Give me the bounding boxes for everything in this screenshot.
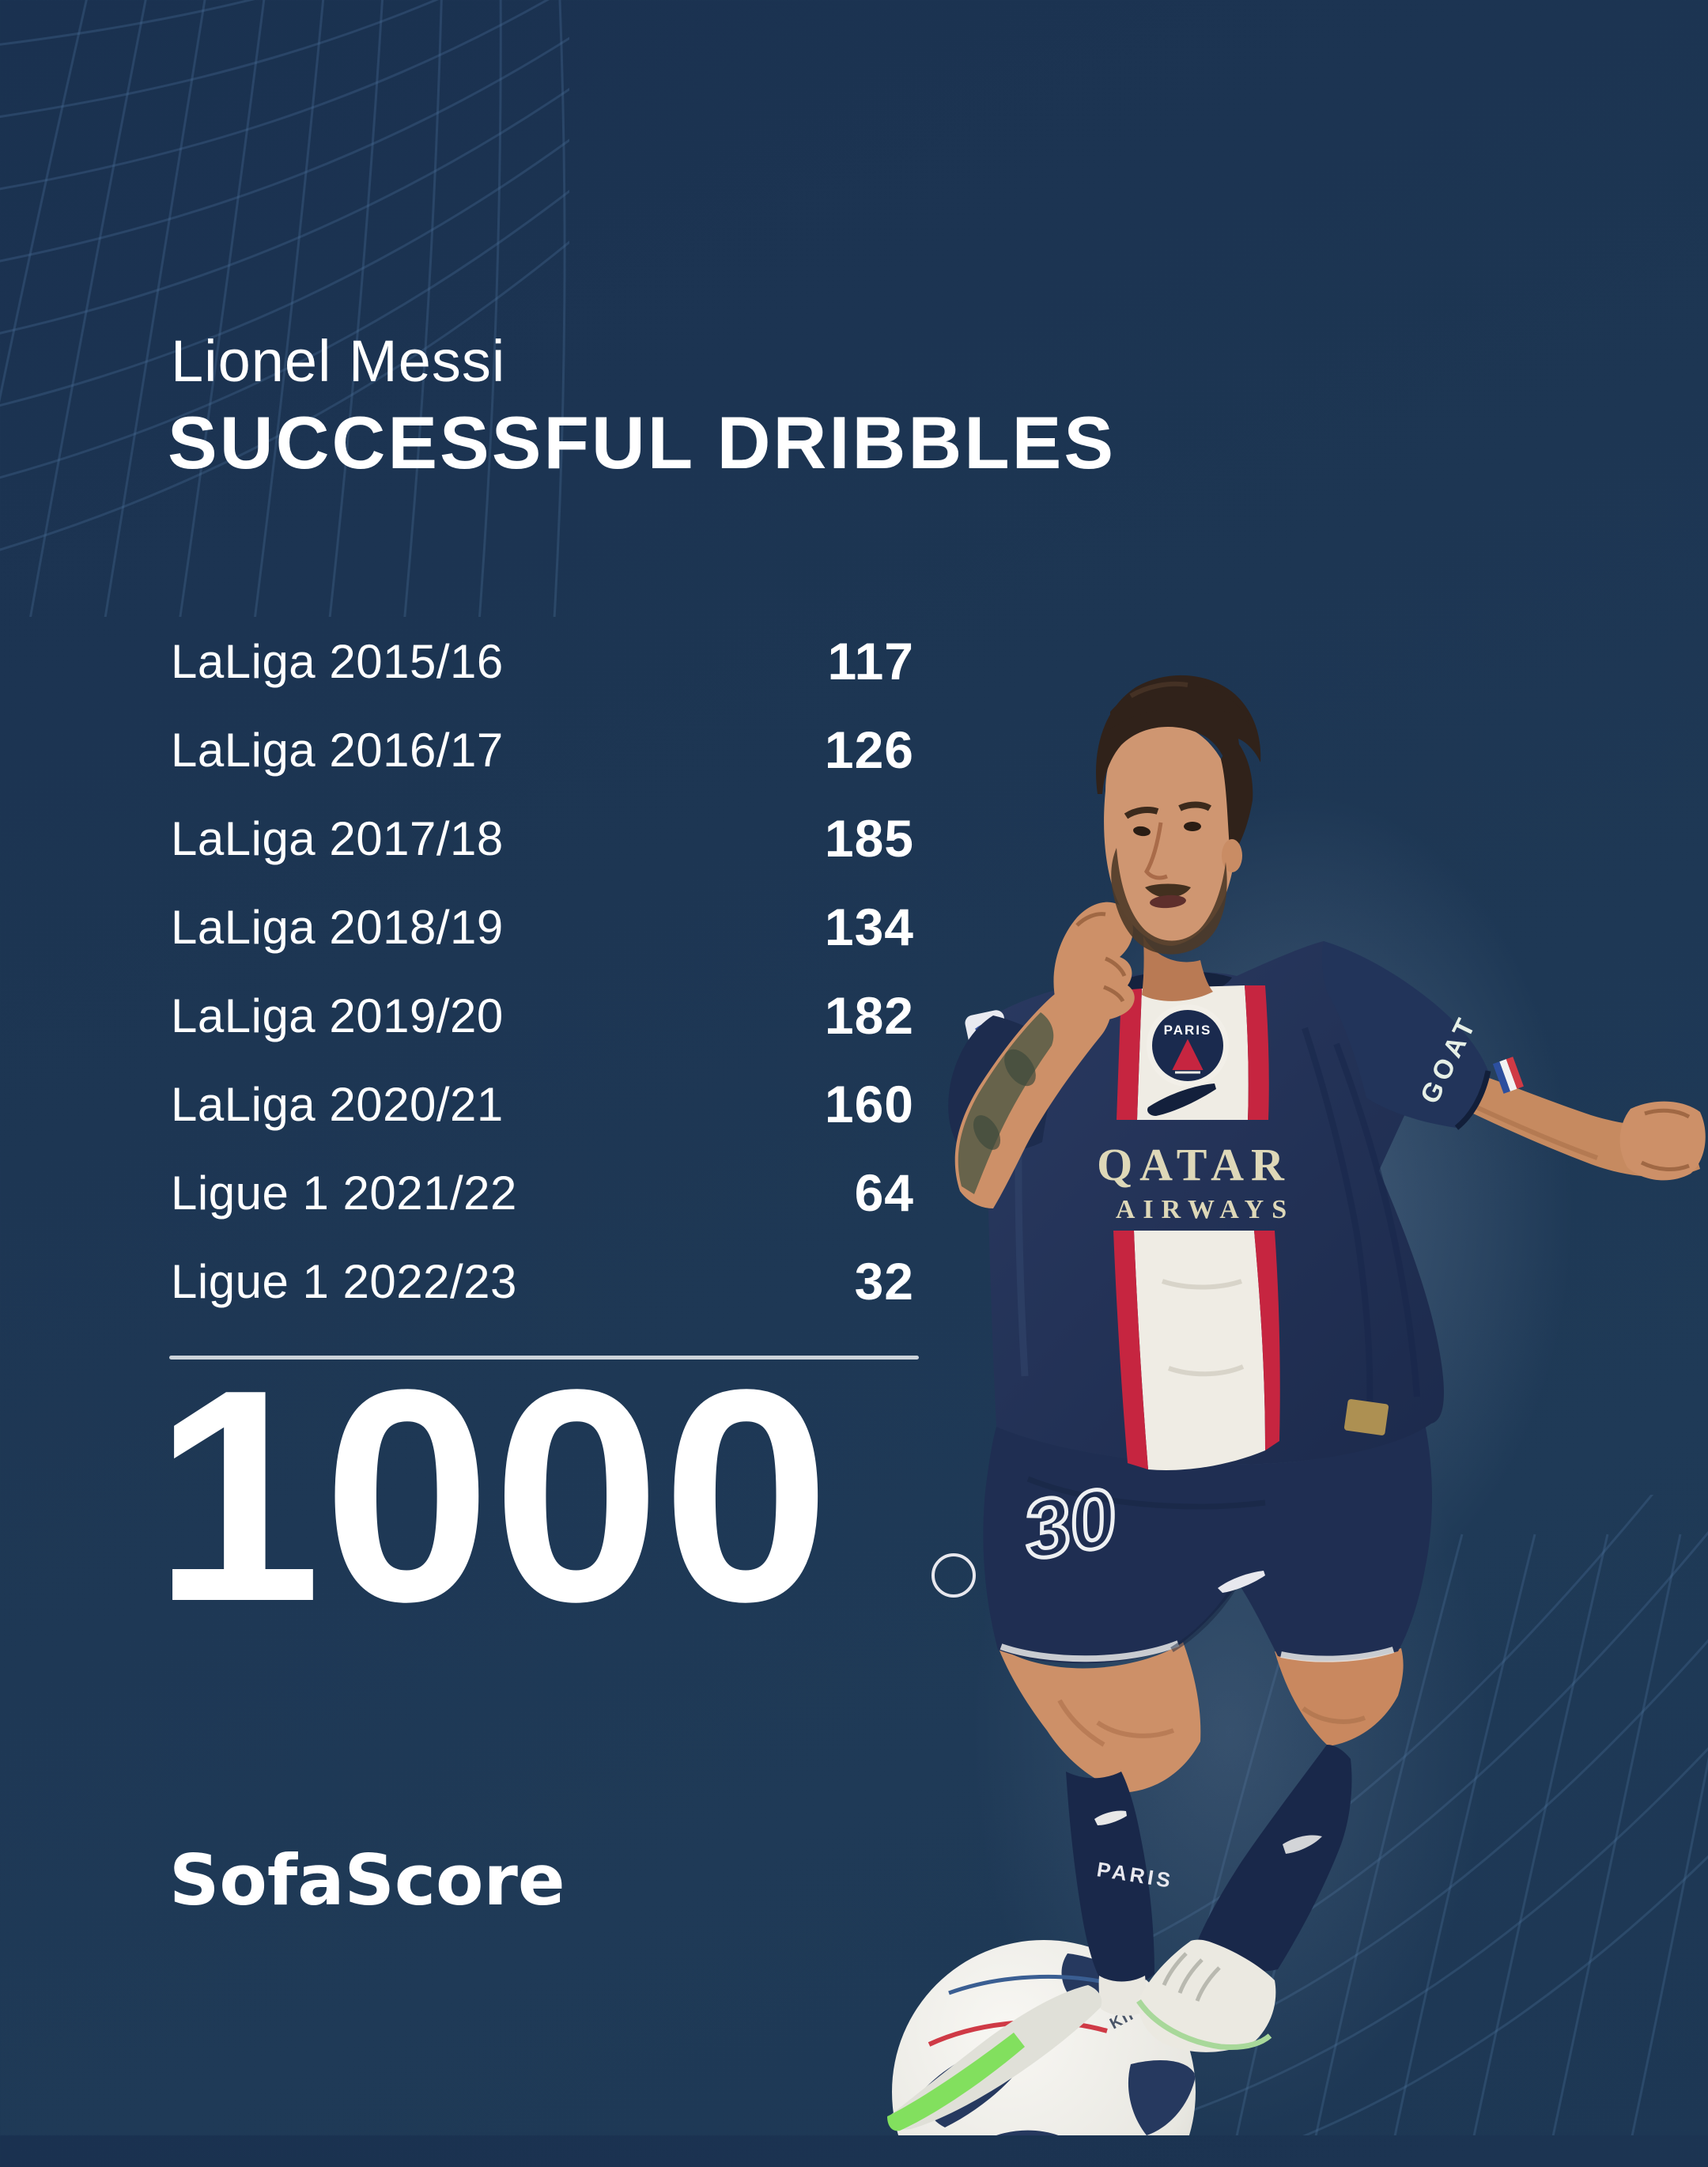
stat-label: LaLiga 2018/19 bbox=[171, 900, 504, 954]
stat-label: LaLiga 2015/16 bbox=[171, 634, 504, 688]
shorts-number: 30 bbox=[1017, 1471, 1123, 1577]
stat-value: 126 bbox=[824, 720, 914, 779]
stat-value: 64 bbox=[854, 1163, 914, 1222]
eye-right bbox=[1184, 822, 1201, 831]
stat-label: LaLiga 2017/18 bbox=[171, 811, 504, 865]
shorts-crest-icon bbox=[931, 1553, 976, 1598]
head bbox=[1096, 675, 1261, 1001]
stat-value: 134 bbox=[824, 898, 914, 956]
svg-text:PARIS: PARIS bbox=[1164, 1023, 1212, 1038]
tattoo bbox=[958, 1012, 1054, 1194]
right-arm bbox=[1457, 1068, 1706, 1181]
player-photo-messi: 30 PARIS QATAR AIRWAYS bbox=[887, 675, 1706, 2135]
stat-row: LaLiga 2015/16 117 bbox=[171, 617, 914, 705]
stat-label: LaLiga 2019/20 bbox=[171, 989, 504, 1042]
stat-label: LaLiga 2020/21 bbox=[171, 1077, 504, 1131]
french-flag-icon bbox=[1492, 1057, 1524, 1094]
eye-left bbox=[1133, 826, 1151, 837]
sock-swoosh-icon bbox=[1094, 1810, 1127, 1825]
stat-value: 160 bbox=[824, 1075, 914, 1133]
stat-row: LaLiga 2017/18 185 bbox=[171, 794, 914, 883]
jersey: PARIS QATAR AIRWAYS bbox=[965, 941, 1444, 1470]
right-boot bbox=[1136, 1939, 1276, 2052]
mesh-grid-top-left bbox=[0, 0, 569, 617]
shorts-swoosh-icon bbox=[1218, 1571, 1265, 1593]
right-sleeve: GOAT bbox=[1321, 941, 1524, 1130]
stat-row: LaLiga 2020/21 160 bbox=[171, 1060, 914, 1148]
stat-value: 182 bbox=[824, 986, 914, 1045]
right-leg bbox=[1196, 1648, 1404, 1972]
stat-label: Ligue 1 2021/22 bbox=[171, 1166, 517, 1220]
stat-label: Ligue 1 2022/23 bbox=[171, 1254, 517, 1308]
stat-value: 185 bbox=[824, 809, 914, 868]
stat-row: LaLiga 2018/19 134 bbox=[171, 883, 914, 971]
left-leg-thigh bbox=[998, 1642, 1201, 1792]
jersey-sponsor-line1: QATAR bbox=[1097, 1139, 1291, 1190]
mouth bbox=[1150, 894, 1186, 909]
divider-line bbox=[169, 1356, 919, 1360]
stat-value: 117 bbox=[827, 632, 914, 690]
stat-label: LaLiga 2016/17 bbox=[171, 723, 504, 777]
shorts: 30 bbox=[931, 1424, 1432, 1664]
page-title: SUCCESSFUL DRIBBLES bbox=[168, 401, 1117, 484]
left-leg-lower: PARIS bbox=[887, 1772, 1175, 2131]
stat-value: 32 bbox=[854, 1252, 914, 1310]
jersey-sponsor-line2: AIRWAYS bbox=[1116, 1195, 1294, 1224]
stats-list: LaLiga 2015/16 117 LaLiga 2016/17 126 La… bbox=[171, 617, 914, 1326]
stat-row: Ligue 1 2022/23 32 bbox=[171, 1237, 914, 1326]
sofascore-logo: SofaScore bbox=[169, 1840, 565, 1921]
boot-green-sole bbox=[887, 2033, 1025, 2131]
psg-crest-icon: PARIS bbox=[1147, 1004, 1229, 1087]
ear bbox=[1222, 839, 1242, 872]
nike-swoosh-icon bbox=[1147, 1084, 1216, 1116]
stat-row: LaLiga 2016/17 126 bbox=[171, 705, 914, 794]
stat-row: LaLiga 2019/20 182 bbox=[171, 971, 914, 1060]
total-dribbles: 1000 bbox=[153, 1326, 832, 1664]
stat-row: Ligue 1 2021/22 64 bbox=[171, 1148, 914, 1237]
player-name: Lionel Messi bbox=[171, 328, 506, 394]
jersey-gold-tag bbox=[1343, 1399, 1389, 1435]
left-arm bbox=[954, 902, 1135, 1208]
